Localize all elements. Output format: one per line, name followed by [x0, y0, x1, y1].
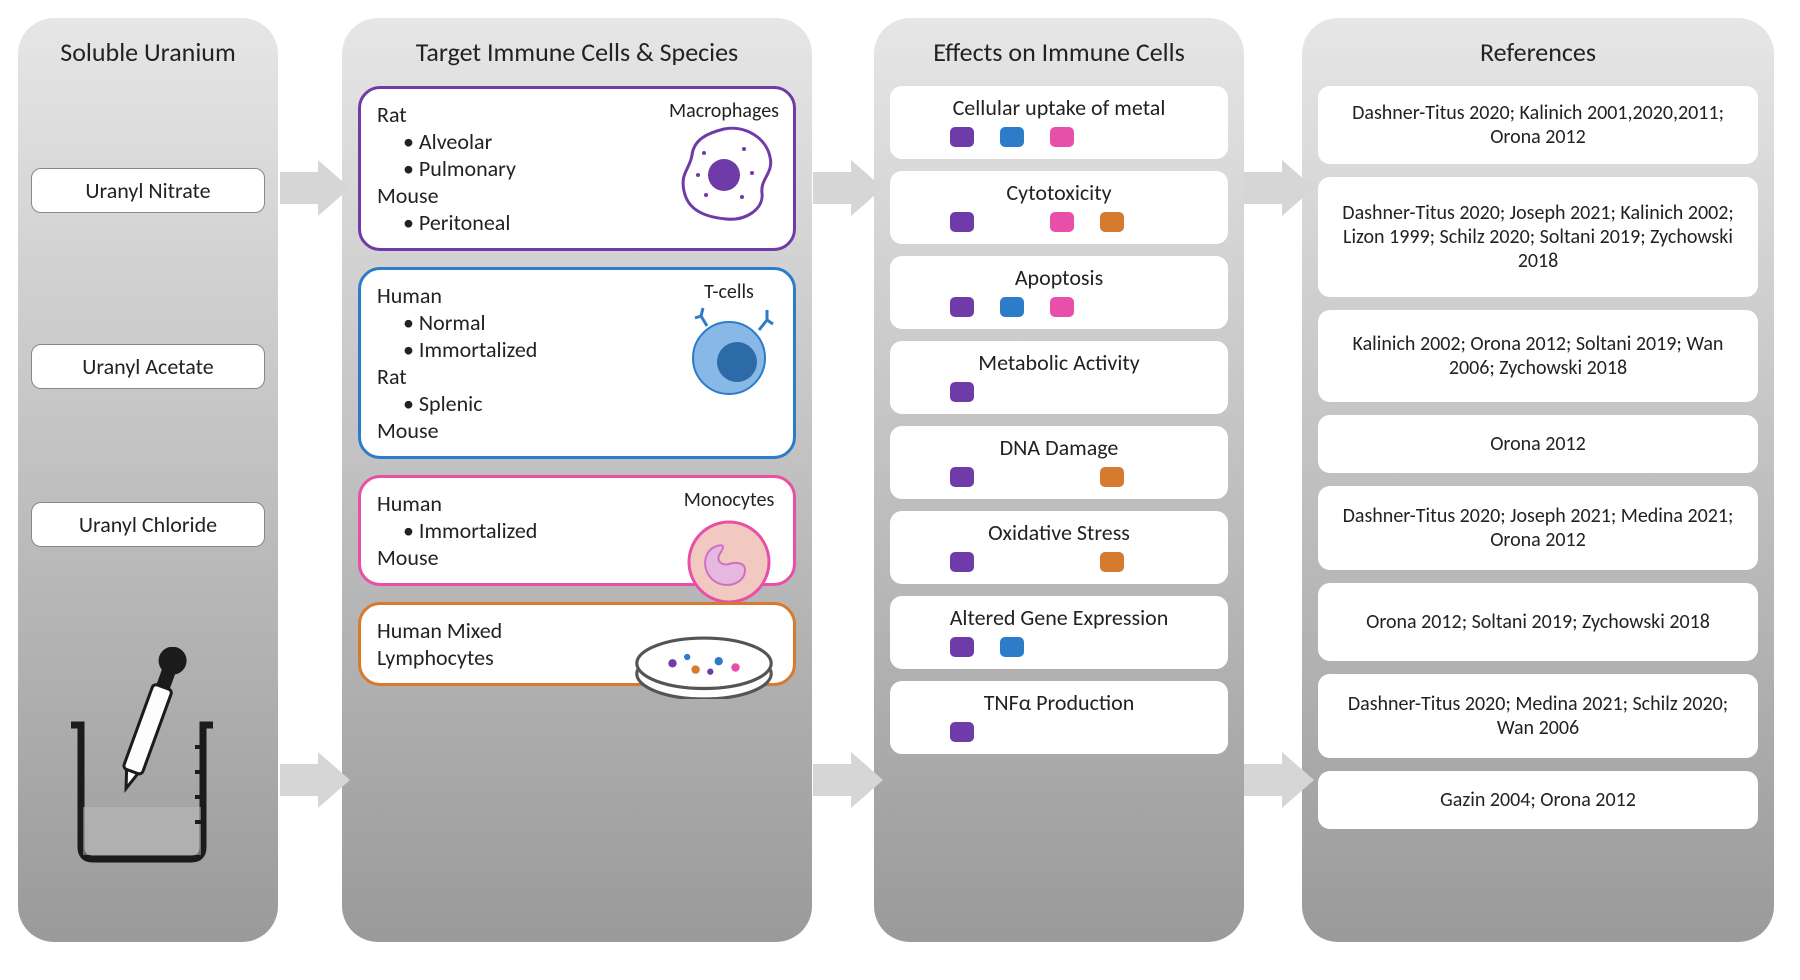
flow-arrow-icon	[813, 160, 883, 216]
cell-card-text: Mouse	[377, 417, 777, 444]
reference-row: Dashner-Titus 2020; Joseph 2021; Medina …	[1318, 486, 1758, 570]
marker-macrophage	[950, 127, 974, 147]
effect-row: Cytotoxicity	[890, 171, 1228, 244]
panel-effects: Effects on Immune Cells Cellular uptake …	[874, 18, 1244, 942]
marker-tcell	[1000, 297, 1024, 317]
panel-title: Effects on Immune Cells	[890, 36, 1228, 68]
monocyte-icon: Monocytes	[679, 488, 779, 618]
effect-row: TNFα Production	[890, 681, 1228, 754]
marker-row	[906, 552, 1212, 574]
reference-row: Dashner-Titus 2020; Medina 2021; Schilz …	[1318, 674, 1758, 758]
reference-row: Gazin 2004; Orona 2012	[1318, 771, 1758, 829]
reference-row: Orona 2012; Soltani 2019; Zychowski 2018	[1318, 583, 1758, 661]
marker-monocyte	[1050, 127, 1074, 147]
effect-title: Cellular uptake of metal	[906, 94, 1212, 121]
reference-row: Dashner-Titus 2020; Joseph 2021; Kalinic…	[1318, 177, 1758, 297]
marker-monocyte	[1050, 212, 1074, 232]
flow-arrow-icon	[813, 752, 883, 808]
uranium-compound-pill: Uranyl Acetate	[31, 344, 265, 389]
marker-row	[906, 127, 1212, 149]
beaker-dropper-icon	[53, 647, 243, 872]
flow-arrow-icon	[280, 752, 350, 808]
marker-row	[906, 212, 1212, 234]
panel-target-cells: Target Immune Cells & Species Rat• Alveo…	[342, 18, 812, 942]
effect-row: Apoptosis	[890, 256, 1228, 329]
panel-soluble-uranium: Soluble Uranium Uranyl Nitrate Uranyl Ace…	[18, 18, 278, 942]
tcell-icon: T-cells	[679, 280, 779, 410]
macrophage-icon: Macrophages	[669, 99, 779, 229]
effect-title: Metabolic Activity	[906, 349, 1212, 376]
flow-arrow-icon	[1244, 752, 1314, 808]
marker-lymphocyte	[1100, 552, 1124, 572]
cell-card-macrophage: Rat• Alveolar• PulmonaryMouse• Peritonea…	[358, 86, 796, 251]
marker-lymphocyte	[1100, 467, 1124, 487]
flow-arrow-icon	[1244, 160, 1314, 216]
panel-title: Target Immune Cells & Species	[358, 36, 796, 68]
marker-row	[906, 722, 1212, 744]
marker-macrophage	[950, 467, 974, 487]
panel-title: Soluble Uranium	[34, 36, 262, 68]
marker-macrophage	[950, 552, 974, 572]
cell-card-lymphocyte: Human MixedLymphocytes	[358, 602, 796, 686]
effect-row: Altered Gene Expression	[890, 596, 1228, 669]
effect-title: Cytotoxicity	[906, 179, 1212, 206]
effect-row: DNA Damage	[890, 426, 1228, 499]
reference-row: Dashner-Titus 2020; Kalinich 2001,2020,2…	[1318, 86, 1758, 164]
marker-tcell	[1000, 637, 1024, 657]
uranium-compound-pill: Uranyl Chloride	[31, 502, 265, 547]
marker-row	[906, 297, 1212, 319]
effect-title: Altered Gene Expression	[906, 604, 1212, 631]
flow-arrow-icon	[280, 160, 350, 216]
marker-row	[906, 467, 1212, 489]
marker-macrophage	[950, 722, 974, 742]
effect-row: Cellular uptake of metal	[890, 86, 1228, 159]
marker-lymphocyte	[1100, 212, 1124, 232]
effect-row: Metabolic Activity	[890, 341, 1228, 414]
effect-title: Oxidative Stress	[906, 519, 1212, 546]
cell-card-monocyte: Human• ImmortalizedMouseMonocytes	[358, 475, 796, 586]
cell-card-tcell: Human• Normal• ImmortalizedRat• SplenicM…	[358, 267, 796, 459]
marker-macrophage	[950, 212, 974, 232]
effect-title: TNFα Production	[906, 689, 1212, 716]
marker-macrophage	[950, 297, 974, 317]
reference-row: Kalinich 2002; Orona 2012; Soltani 2019;…	[1318, 310, 1758, 402]
panel-references: References Dashner-Titus 2020; Kalinich …	[1302, 18, 1774, 942]
effect-row: Oxidative Stress	[890, 511, 1228, 584]
lymphocyte-icon	[629, 615, 779, 705]
uranium-compound-pill: Uranyl Nitrate	[31, 168, 265, 213]
panel-title: References	[1318, 36, 1758, 68]
marker-row	[906, 382, 1212, 404]
marker-tcell	[1000, 127, 1024, 147]
marker-row	[906, 637, 1212, 659]
effect-title: Apoptosis	[906, 264, 1212, 291]
marker-macrophage	[950, 637, 974, 657]
marker-macrophage	[950, 382, 974, 402]
effect-title: DNA Damage	[906, 434, 1212, 461]
marker-monocyte	[1050, 297, 1074, 317]
reference-row: Orona 2012	[1318, 415, 1758, 473]
